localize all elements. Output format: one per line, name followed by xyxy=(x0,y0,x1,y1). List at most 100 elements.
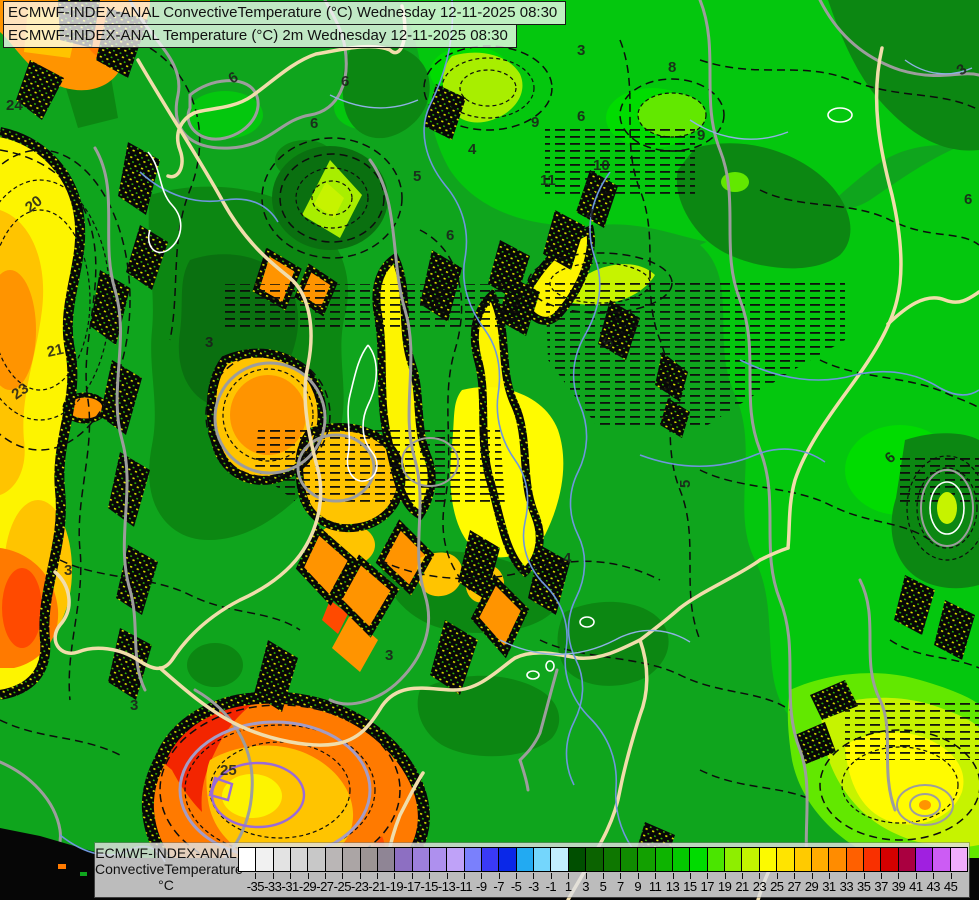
legend-color-box xyxy=(829,848,847,871)
legend-color-box xyxy=(343,848,361,871)
legend-tick-label: -23 xyxy=(351,879,369,894)
legend-color-box xyxy=(586,848,604,871)
legend-color-box xyxy=(464,848,483,871)
legend-tick xyxy=(307,873,309,879)
contour-label: 4 xyxy=(468,141,477,158)
contour-label: 3 xyxy=(205,334,213,351)
contour-label: 9 xyxy=(531,114,539,131)
contour-label: 6 xyxy=(964,191,972,208)
legend-tick-label: -35 xyxy=(246,879,265,894)
contour-label: 6 xyxy=(341,73,349,90)
legend-tick-label: -27 xyxy=(316,879,334,894)
contour-label: 4 xyxy=(586,206,595,223)
legend-tick-label: 17 xyxy=(700,879,715,894)
legend-tick-label: -13 xyxy=(437,879,456,894)
contour-label: 25 xyxy=(220,762,237,779)
legend-color-box xyxy=(655,848,673,871)
legend-tick xyxy=(915,873,917,879)
legend-color-box xyxy=(725,848,743,871)
legend-tick-label: 39 xyxy=(891,879,906,894)
legend-tick-label: 5 xyxy=(599,879,607,894)
legend-tick xyxy=(776,873,778,879)
legend-tick-label: 21 xyxy=(735,879,749,894)
legend-panel: ECMWF-INDEX-ANAL ConvectiveTemperature °… xyxy=(95,843,969,897)
legend-color-box xyxy=(551,848,569,871)
legend-color-box xyxy=(672,848,691,871)
legend-model-name: ECMWF-INDEX-ANAL xyxy=(95,845,237,861)
contour-label: 10 xyxy=(593,157,610,174)
legend-color-box xyxy=(360,848,378,871)
legend-tick xyxy=(846,873,848,879)
contour-label: 5 xyxy=(677,480,694,488)
header: ECMWF-INDEX-ANAL ConvectiveTemperature (… xyxy=(3,1,567,48)
legend-tick-label: 27 xyxy=(787,879,801,894)
legend-tick-label: -3 xyxy=(528,879,539,894)
legend-tick xyxy=(933,873,935,879)
contour-label: 9 xyxy=(697,127,705,144)
legend-tick-label: 31 xyxy=(822,879,836,894)
legend-tick xyxy=(429,873,431,879)
legend-color-box xyxy=(707,848,726,871)
legend-tick-label: -5 xyxy=(510,879,522,894)
legend-color-box xyxy=(256,848,274,871)
contour-label: 3 xyxy=(577,42,585,59)
contour-label: 6 xyxy=(310,115,318,132)
legend-tick-label: 13 xyxy=(665,879,680,894)
legend-tick xyxy=(620,873,622,879)
legend-color-box xyxy=(377,848,396,871)
legend-tick xyxy=(324,873,326,879)
legend-color-box xyxy=(534,848,552,871)
legend-tick-label: -11 xyxy=(455,879,473,894)
legend-color-box xyxy=(447,848,465,871)
legend-tick-label: 41 xyxy=(909,879,923,894)
legend-tick xyxy=(550,873,552,879)
legend-color-box xyxy=(916,848,934,871)
contour-label: 23 xyxy=(9,380,32,403)
contour-label: 8 xyxy=(668,59,676,76)
legend-tick xyxy=(533,873,535,879)
legend-color-box xyxy=(603,848,621,871)
legend-color-box xyxy=(291,848,309,871)
legend-tick-label: 19 xyxy=(717,879,732,894)
legend-tick xyxy=(377,873,379,879)
contour-label: 6 xyxy=(446,227,454,244)
legend-tick-label: -1 xyxy=(545,879,557,894)
legend-tick-label: 7 xyxy=(617,879,624,894)
legend-tick xyxy=(759,873,761,879)
legend-tick-label: -25 xyxy=(333,879,352,894)
legend-tick xyxy=(394,873,396,879)
legend-tick-label: -17 xyxy=(403,879,421,894)
legend-tick-label: -21 xyxy=(368,879,386,894)
legend-color-box xyxy=(499,848,517,871)
contour-label: 11 xyxy=(540,172,556,189)
legend-color-box xyxy=(239,848,257,871)
contour-label: 3 xyxy=(130,697,138,714)
legend-tick-label: -15 xyxy=(420,879,439,894)
legend-tick-label: 43 xyxy=(926,879,941,894)
dense-contour-texture-layer xyxy=(222,128,979,760)
legend-tick xyxy=(498,873,500,879)
legend-tick xyxy=(637,873,639,879)
legend-tick-label: 29 xyxy=(804,879,819,894)
contour-label: 3 xyxy=(64,562,72,579)
legend-tick-label: 3 xyxy=(582,879,589,894)
legend-tick xyxy=(724,873,726,879)
legend-tick xyxy=(255,873,257,879)
legend-color-box xyxy=(759,848,778,871)
legend-color-box xyxy=(811,848,830,871)
legend-tick xyxy=(881,873,883,879)
legend-color-box xyxy=(846,848,864,871)
legend-tick-label: 23 xyxy=(752,879,767,894)
legend-color-box xyxy=(429,848,448,871)
legend-tick xyxy=(950,873,952,879)
legend-color-box xyxy=(395,848,413,871)
legend-parameter-name: ConvectiveTemperature xyxy=(95,861,243,877)
contour-label: 21 xyxy=(45,341,65,361)
legend-tick-label: -33 xyxy=(264,879,282,894)
legend-color-box xyxy=(690,848,708,871)
legend-tick-label: 33 xyxy=(839,879,854,894)
legend-tick xyxy=(828,873,830,879)
legend-tick xyxy=(272,873,274,879)
legend-color-box xyxy=(325,848,344,871)
